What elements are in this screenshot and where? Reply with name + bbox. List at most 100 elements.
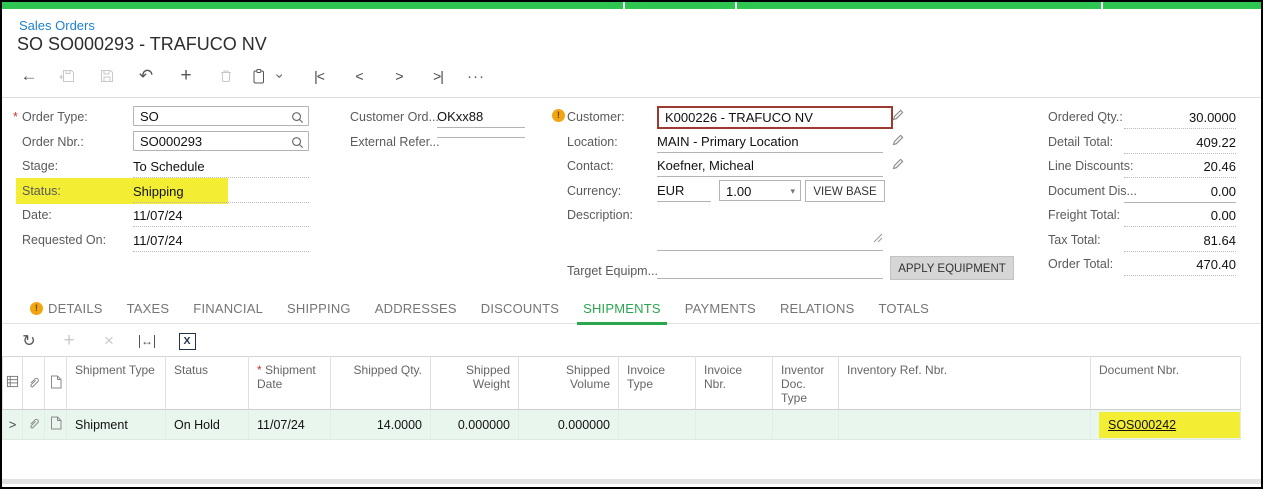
go-next-icon[interactable]: > [395, 68, 403, 84]
go-previous-icon[interactable]: < [355, 68, 363, 84]
order-nbr-input[interactable]: SO000293 [133, 130, 309, 151]
cell-document-nbr[interactable]: SOS000242 [1090, 409, 1241, 440]
note-column-icon[interactable] [44, 356, 67, 410]
customer-order-input[interactable]: OKxx88 [437, 109, 525, 128]
fit-width-icon[interactable]: ↔ [139, 333, 155, 348]
edit-customer-icon[interactable] [891, 108, 905, 127]
customer-input[interactable]: K000226 - TRAFUCO NV [657, 106, 893, 129]
bottom-scrollbar-strip[interactable] [2, 479, 1261, 484]
order-summary-mid: Customer Ord... OKxx88 External Refer... [348, 106, 548, 155]
col-inventory-ref-nbr[interactable]: Inventory Ref. Nbr. [838, 356, 1091, 410]
contact-input[interactable]: Koefner, Micheal [657, 158, 883, 177]
cell-status[interactable]: On Hold [165, 409, 249, 440]
col-inventory-doc-type[interactable]: Inventor Doc. Type [772, 356, 839, 410]
back-icon[interactable]: ← [20, 66, 38, 85]
cell-shipped-weight[interactable]: 0.000000 [430, 409, 519, 440]
tab-details[interactable]: ! DETAILS [30, 294, 103, 324]
copy-paste-icon[interactable] [245, 61, 271, 91]
target-equipment-input[interactable] [657, 260, 883, 279]
currency-code-input[interactable]: EUR [657, 183, 711, 202]
tab-taxes[interactable]: TAXES [126, 301, 170, 316]
row-attachment-icon[interactable] [22, 409, 45, 440]
cell-shipped-qty[interactable]: 14.0000 [330, 409, 431, 440]
currency-rate-select[interactable]: 1.00 ▾ [719, 179, 801, 201]
target-equipment-label: Target Equipm... [567, 264, 659, 278]
col-status[interactable]: Status [165, 356, 249, 410]
topbar-divider [1101, 2, 1103, 9]
chevron-down-icon[interactable]: ▾ [790, 185, 795, 196]
tab-discounts[interactable]: DISCOUNTS [480, 301, 560, 316]
tab-payments[interactable]: PAYMENTS [684, 301, 756, 316]
row-note-icon[interactable] [44, 409, 67, 440]
tab-totals[interactable]: TOTALS [878, 301, 930, 316]
main-toolbar: ← ↶ + › |< < > >| ··· [2, 61, 1261, 93]
stage-label: Stage: [22, 159, 59, 173]
save-and-close-icon[interactable] [54, 61, 80, 91]
tax-total-label: Tax Total: [1048, 232, 1101, 247]
col-shipment-date[interactable]: * Shipment Date [248, 356, 331, 410]
grid-header-row: Shipment Type Status * Shipment Date Shi… [2, 356, 1241, 410]
order-total-value: 470.40 [1124, 257, 1236, 276]
tab-addresses[interactable]: ADDRESSES [374, 301, 457, 316]
add-icon[interactable]: + [180, 65, 192, 86]
document-discounts-input[interactable]: 0.00 [1124, 184, 1236, 203]
description-textarea[interactable] [657, 204, 883, 251]
apply-equipment-button[interactable]: APPLY EQUIPMENT [890, 256, 1014, 280]
col-shipped-qty[interactable]: Shipped Qty. [330, 356, 431, 410]
copy-paste-chevron-icon[interactable]: › [271, 73, 288, 79]
warning-icon: ! [552, 109, 565, 122]
undo-icon[interactable]: ↶ [138, 66, 154, 85]
go-first-icon[interactable]: |< [314, 68, 325, 84]
cell-shipped-volume[interactable]: 0.000000 [518, 409, 619, 440]
external-reference-label: External Refer... [350, 134, 440, 149]
cell-invoice-type[interactable] [618, 409, 696, 440]
external-reference-input[interactable] [437, 134, 525, 138]
edit-contact-icon[interactable] [891, 157, 905, 176]
col-shipped-weight[interactable]: Shipped Weight [430, 356, 519, 410]
location-input[interactable]: MAIN - Primary Location [657, 134, 883, 153]
col-invoice-type[interactable]: Invoice Type [618, 356, 696, 410]
go-last-icon[interactable]: >| [433, 68, 444, 84]
edit-location-icon[interactable] [891, 133, 905, 152]
requested-on-value: 11/07/24 [133, 233, 309, 252]
export-excel-icon[interactable]: X [174, 327, 200, 355]
cell-shipment-date[interactable]: 11/07/24 [248, 409, 331, 440]
order-type-input[interactable]: SO [133, 106, 309, 126]
detail-total-label: Detail Total: [1048, 134, 1114, 149]
grid-delete-row-icon[interactable]: × [104, 331, 114, 350]
cell-shipment-type[interactable]: Shipment [66, 409, 166, 440]
more-actions-icon[interactable]: ··· [467, 67, 485, 85]
col-shipped-volume[interactable]: Shipped Volume [518, 356, 619, 410]
topbar-divider [735, 2, 737, 9]
resize-handle-icon[interactable] [873, 230, 883, 248]
lookup-icon[interactable] [291, 110, 304, 130]
cell-inventory-doc-type[interactable] [772, 409, 839, 440]
attachment-column-icon[interactable] [22, 356, 45, 410]
view-base-button[interactable]: VIEW BASE [805, 179, 885, 202]
location-label: Location: [567, 134, 618, 149]
save-icon[interactable] [94, 61, 120, 91]
tab-shipping[interactable]: SHIPPING [287, 301, 351, 316]
grid-add-row-icon[interactable]: + [63, 330, 75, 351]
col-document-nbr[interactable]: Document Nbr. [1090, 356, 1241, 410]
row-expand-icon[interactable]: > [2, 409, 23, 440]
tab-financial[interactable]: FINANCIAL [193, 301, 263, 316]
document-nbr-highlight: SOS000242 [1099, 411, 1240, 438]
page-title: SO SO000293 - TRAFUCO NV [17, 34, 267, 54]
shipment-row[interactable]: > Shipment On Hold 11/07/24 14.0000 0.00… [2, 409, 1241, 440]
top-accent-bar [2, 2, 1261, 9]
lookup-icon[interactable] [291, 135, 304, 155]
required-asterisk: * [13, 110, 18, 124]
delete-icon[interactable] [213, 61, 239, 91]
col-invoice-nbr[interactable]: Invoice Nbr. [695, 356, 773, 410]
document-nbr-link[interactable]: SOS000242 [1108, 417, 1177, 432]
breadcrumb[interactable]: Sales Orders [19, 18, 95, 33]
cell-inventory-ref-nbr[interactable] [838, 409, 1091, 440]
tab-relations[interactable]: RELATIONS [779, 301, 855, 316]
tab-shipments[interactable]: SHIPMENTS [577, 294, 667, 325]
cell-invoice-nbr[interactable] [695, 409, 773, 440]
grid-settings-icon[interactable] [2, 356, 23, 410]
col-shipment-type[interactable]: Shipment Type [66, 356, 166, 410]
refresh-icon[interactable]: ↻ [22, 333, 36, 350]
